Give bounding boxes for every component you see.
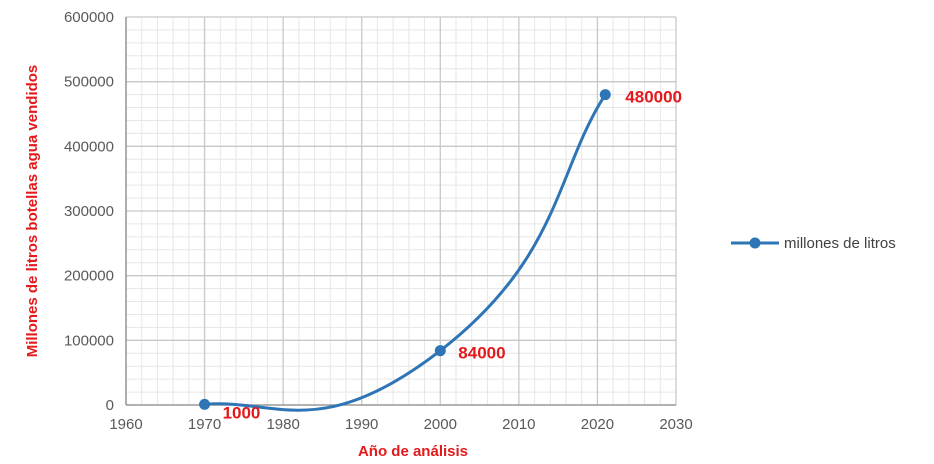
y-tick-label: 400000 bbox=[64, 138, 114, 155]
legend-label: millones de litros bbox=[784, 235, 896, 252]
series-line-0 bbox=[203, 93, 607, 412]
data-label: 480000 bbox=[625, 88, 682, 107]
data-label: 1000 bbox=[223, 403, 261, 422]
x-tick-label: 2010 bbox=[502, 416, 535, 433]
y-tick-label: 200000 bbox=[64, 268, 114, 285]
x-tick-label: 2030 bbox=[659, 416, 692, 433]
legend-swatch-marker bbox=[749, 237, 761, 249]
y-axis-title: Millones de litros botellas agua vendido… bbox=[24, 65, 41, 358]
x-tick-label: 2020 bbox=[581, 416, 614, 433]
data-point bbox=[599, 89, 611, 101]
y-tick-label: 500000 bbox=[64, 74, 114, 91]
data-point bbox=[434, 345, 446, 357]
y-tick-label: 300000 bbox=[64, 203, 114, 220]
x-tick-label: 1990 bbox=[345, 416, 378, 433]
data-point bbox=[199, 398, 211, 410]
x-tick-label: 1980 bbox=[266, 416, 299, 433]
x-tick-label: 1960 bbox=[109, 416, 142, 433]
y-tick-label: 0 bbox=[106, 397, 114, 414]
data-label: 84000 bbox=[458, 344, 505, 363]
x-tick-label: 1970 bbox=[188, 416, 221, 433]
y-tick-label: 600000 bbox=[64, 9, 114, 26]
y-tick-label: 100000 bbox=[64, 332, 114, 349]
x-tick-label: 2000 bbox=[424, 416, 457, 433]
x-axis-title: Año de análisis bbox=[358, 443, 468, 460]
